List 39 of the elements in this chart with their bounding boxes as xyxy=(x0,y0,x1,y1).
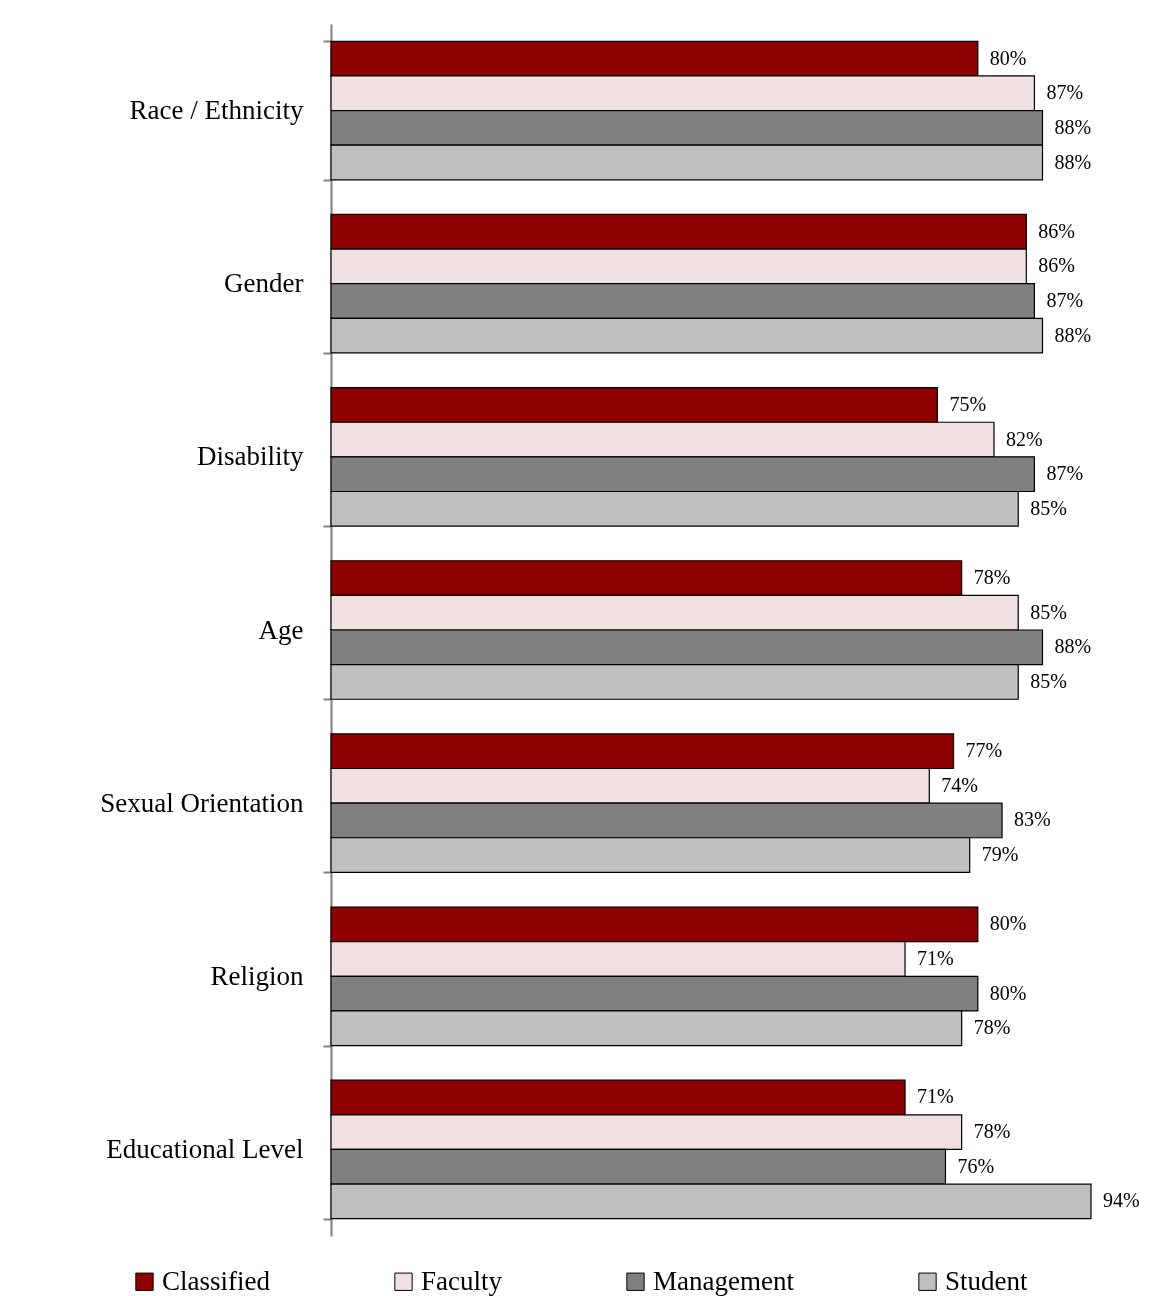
data-label: 79% xyxy=(981,843,1019,866)
data-label: 86% xyxy=(1038,219,1075,242)
data-label: 75% xyxy=(949,392,987,415)
data-label: 80% xyxy=(989,46,1027,69)
data-label: 87% xyxy=(1046,462,1084,485)
data-label: 85% xyxy=(1030,669,1067,692)
data-label: 78% xyxy=(973,566,1011,589)
data-label: 78% xyxy=(973,1120,1011,1143)
data-label: 76% xyxy=(957,1154,995,1177)
data-label: 88% xyxy=(1054,635,1092,658)
y-tick-label: Disability xyxy=(197,441,304,472)
data-label: 87% xyxy=(1046,289,1084,312)
data-label: 87% xyxy=(1046,81,1084,104)
data-label: 88% xyxy=(1054,323,1092,346)
data-label: 85% xyxy=(1030,496,1067,519)
y-tick-label: Race / Ethnicity xyxy=(129,95,304,126)
data-label: 80% xyxy=(989,981,1027,1004)
data-label: 78% xyxy=(973,1016,1011,1039)
data-label: 86% xyxy=(1038,254,1075,277)
data-label: 74% xyxy=(941,773,978,796)
data-label: 82% xyxy=(1005,427,1043,450)
legend-label: Student xyxy=(945,1265,1028,1296)
data-label: 80% xyxy=(989,912,1027,935)
y-tick-label: Gender xyxy=(224,268,304,299)
legend-label: Faculty xyxy=(421,1265,503,1296)
y-tick-label: Sexual Orientation xyxy=(100,787,304,818)
y-tick-label: Age xyxy=(258,614,304,645)
data-label: 85% xyxy=(1030,600,1067,623)
data-label: 71% xyxy=(917,946,954,969)
y-tick-label: Educational Level xyxy=(106,1133,304,1164)
legend-label: Classified xyxy=(162,1265,271,1296)
data-label: 94% xyxy=(1103,1189,1140,1212)
data-label: 88% xyxy=(1054,115,1092,138)
data-label: 88% xyxy=(1054,150,1092,173)
data-label: 77% xyxy=(965,739,1003,762)
data-label: 83% xyxy=(1014,808,1051,831)
data-label: 71% xyxy=(917,1085,954,1108)
legend-label: Management xyxy=(653,1265,795,1296)
y-tick-label: Religion xyxy=(210,960,304,991)
